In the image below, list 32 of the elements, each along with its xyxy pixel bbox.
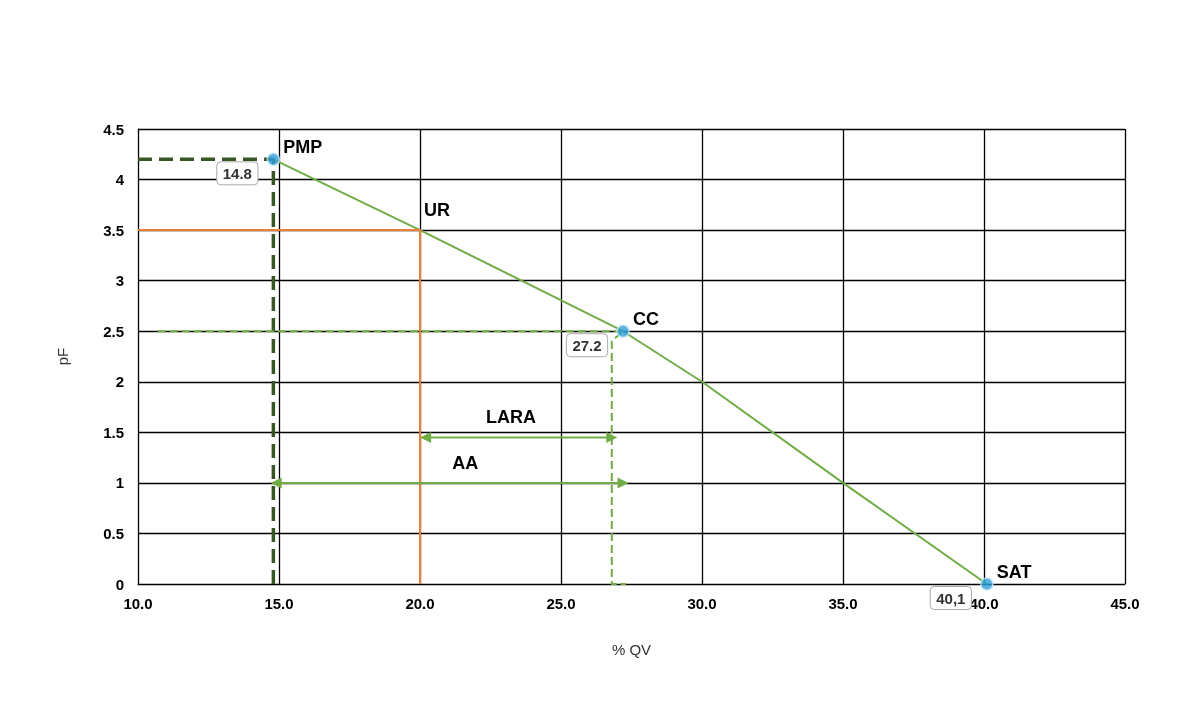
annotation: AA — [452, 452, 479, 473]
y-axis-title: pF — [54, 347, 71, 366]
y-tick-label: 2.5 — [103, 322, 124, 340]
x-axis-title: % QV — [611, 641, 652, 658]
x-tick-label: 10.0 — [123, 595, 153, 612]
x-tick-label: 40.0 — [969, 595, 999, 612]
annotation: 27.2 — [572, 336, 602, 354]
point — [266, 152, 281, 167]
x-tick-label: 25.0 — [546, 595, 576, 612]
x-tick-label: 30.0 — [687, 595, 717, 612]
y-tick-label: 1.5 — [103, 423, 124, 441]
x-tick-label: 45.0 — [1110, 595, 1140, 612]
x-tick-label: 35.0 — [828, 595, 858, 612]
annotation: 40,1 — [936, 589, 966, 607]
annotation: SAT — [996, 562, 1032, 582]
annotation: UR — [424, 200, 450, 221]
point — [980, 577, 994, 591]
annotation: PMP — [283, 137, 323, 158]
y-tick-label: 4.5 — [103, 120, 124, 138]
x-tick-label: 20.0 — [405, 595, 435, 612]
annotation: LARA — [486, 407, 537, 428]
y-tick-label: 0.5 — [103, 524, 124, 542]
annotation: 14.8 — [222, 164, 252, 182]
y-tick-label: 2 — [115, 373, 124, 391]
point — [616, 324, 630, 338]
y-tick-label: 0 — [115, 575, 124, 593]
y-tick-label: 4 — [115, 171, 125, 189]
x-tick-label: 15.0 — [264, 595, 294, 612]
annotation: CC — [633, 309, 660, 330]
y-tick-label: 1 — [115, 474, 124, 492]
y-tick-label: 3 — [115, 272, 124, 290]
y-tick-label: 3.5 — [103, 221, 124, 239]
